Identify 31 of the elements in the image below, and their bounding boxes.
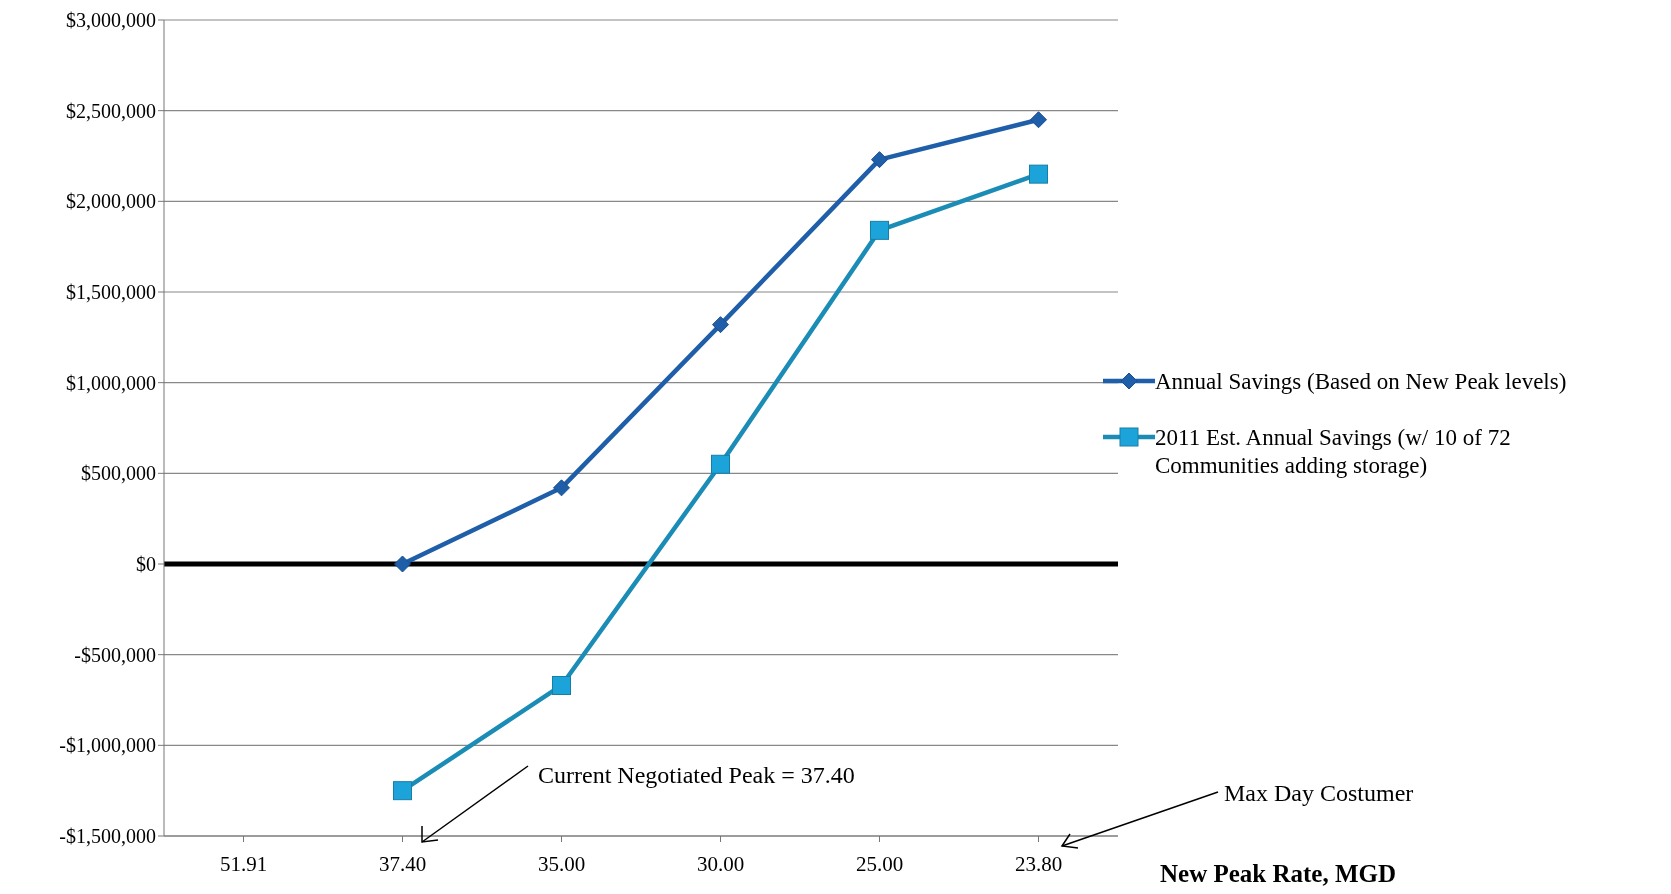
point [711,454,730,474]
y-tick-label: $500,000 [81,462,156,485]
point [393,781,412,801]
x-tick-label: 30.00 [696,851,745,876]
point [871,151,888,169]
x-tick-label: 23.80 [1014,851,1063,876]
y-tick-label: $3,000,000 [66,9,156,32]
point [712,316,729,334]
y-tick-label: $2,000,000 [66,190,156,213]
legend-label: Annual Savings (Based on New Peak levels) [1155,368,1567,396]
y-tick-label: -$1,500,000 [59,825,156,848]
point [870,220,889,240]
y-tick-label: $0 [136,553,156,576]
x-axis-title: New Peak Rate, MGD [1160,860,1397,888]
x-tick-label: 51.91 [219,851,268,876]
point [553,479,570,497]
y-tick-label: $1,000,000 [66,371,156,394]
text: Max Day Costumer [1224,780,1414,807]
y-tick-label: -$500,000 [74,643,156,666]
point [394,555,411,573]
point [552,675,571,695]
x-tick-label: 25.00 [855,851,904,876]
x-tick-label: 35.00 [537,851,586,876]
point [1029,164,1048,184]
y-tick-label: -$1,000,000 [59,734,156,757]
x-tick-label: 37.40 [378,851,427,876]
legend-label: 2011 Est. Annual Savings (w/ 10 of 72 Communities adding storage) [1155,424,1512,480]
annotation: Current Negotiated Peak = 37.40 [538,762,855,789]
y-tick-label: $1,500,000 [66,281,156,304]
point [1030,111,1047,129]
y-tick-label: $2,500,000 [66,99,156,122]
